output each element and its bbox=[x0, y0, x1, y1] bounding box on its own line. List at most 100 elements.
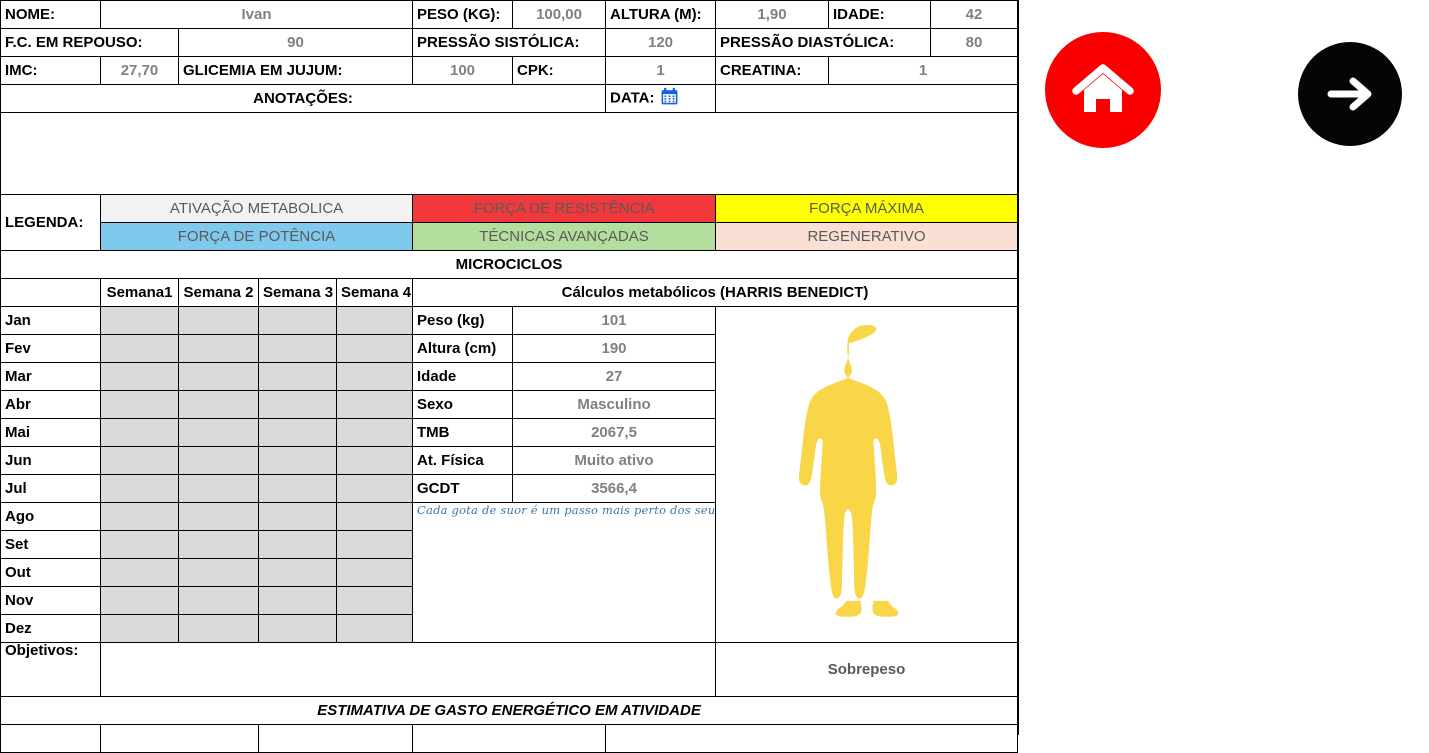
cell-jan-s1[interactable] bbox=[100, 306, 179, 335]
cell-jan-s2[interactable] bbox=[178, 306, 259, 335]
cell-fev-s2[interactable] bbox=[178, 334, 259, 363]
calculos-metabolicos-title: Cálculos metabólicos (HARRIS BENEDICT) bbox=[412, 278, 1019, 307]
cpk-value[interactable]: 1 bbox=[605, 56, 717, 85]
altura-value[interactable]: 1,90 bbox=[715, 0, 830, 29]
table-row: Dez bbox=[0, 614, 1018, 643]
peso-value[interactable]: 100,00 bbox=[512, 0, 607, 29]
cell-ago-s3[interactable] bbox=[258, 502, 337, 531]
cell-out-s2[interactable] bbox=[178, 558, 259, 587]
calc-value-gcdt[interactable]: 3566,4 bbox=[512, 474, 717, 503]
home-button[interactable] bbox=[1045, 32, 1161, 148]
cell-nov-s2[interactable] bbox=[178, 586, 259, 615]
estimativa-col-4[interactable] bbox=[412, 724, 607, 753]
cell-abr-s3[interactable] bbox=[258, 390, 337, 419]
body-silhouette-cell bbox=[715, 306, 1019, 643]
cell-set-s4[interactable] bbox=[335, 530, 414, 559]
estimativa-col-2[interactable] bbox=[100, 724, 259, 753]
cell-abr-s1[interactable] bbox=[100, 390, 179, 419]
data-value[interactable] bbox=[715, 84, 1019, 113]
cell-jul-s2[interactable] bbox=[178, 474, 259, 503]
nome-label: NOME: bbox=[0, 0, 101, 29]
idade-value[interactable]: 42 bbox=[930, 0, 1019, 29]
cell-dez-s4[interactable] bbox=[335, 614, 414, 643]
cell-jun-s2[interactable] bbox=[178, 446, 259, 475]
calc-value-atividade-fisica[interactable]: Muito ativo bbox=[512, 446, 717, 475]
calendar-icon[interactable] bbox=[660, 87, 679, 110]
objetivos-input[interactable] bbox=[99, 642, 717, 697]
calc-value-idade[interactable]: 27 bbox=[512, 362, 717, 391]
cell-mar-s4[interactable] bbox=[335, 362, 414, 391]
cell-dez-s1[interactable] bbox=[100, 614, 179, 643]
glicemia-label: GLICEMIA EM JUJUM: bbox=[177, 56, 414, 85]
pressao-diastolica-value[interactable]: 80 bbox=[930, 28, 1019, 57]
month-set: Set bbox=[0, 530, 101, 559]
estimativa-col-3[interactable] bbox=[257, 724, 414, 753]
cell-set-s3[interactable] bbox=[258, 530, 337, 559]
cell-nov-s3[interactable] bbox=[258, 586, 337, 615]
cell-set-s2[interactable] bbox=[178, 530, 259, 559]
fc-repouso-value[interactable]: 90 bbox=[177, 28, 414, 57]
glicemia-value[interactable]: 100 bbox=[412, 56, 514, 85]
imc-value[interactable]: 27,70 bbox=[100, 56, 179, 85]
cell-mai-s4[interactable] bbox=[335, 418, 414, 447]
legenda-item-forca-potencia[interactable]: FORÇA DE POTÊNCIA bbox=[99, 222, 414, 251]
legenda-item-forca-resistencia[interactable]: FORÇA DE RESISTÊNCIA bbox=[412, 194, 717, 223]
calc-value-altura[interactable]: 190 bbox=[512, 334, 717, 363]
cell-ago-s2[interactable] bbox=[178, 502, 259, 531]
semana-header-3: Semana 3 bbox=[258, 278, 337, 307]
nome-value[interactable]: Ivan bbox=[99, 0, 414, 29]
legenda-item-ativacao-metabolica[interactable]: ATIVAÇÃO METABOLICA bbox=[99, 194, 414, 223]
calc-value-tmb[interactable]: 2067,5 bbox=[512, 418, 717, 447]
pressao-sistolica-value[interactable]: 120 bbox=[605, 28, 717, 57]
legenda-item-tecnicas-avancadas[interactable]: TÉCNICAS AVANÇADAS bbox=[412, 222, 717, 251]
cell-mar-s1[interactable] bbox=[100, 362, 179, 391]
cell-ago-s1[interactable] bbox=[100, 502, 179, 531]
cell-nov-s1[interactable] bbox=[100, 586, 179, 615]
cell-dez-s3[interactable] bbox=[258, 614, 337, 643]
calc-label-altura: Altura (cm) bbox=[412, 334, 514, 363]
cell-jan-s3[interactable] bbox=[258, 306, 337, 335]
cell-fev-s3[interactable] bbox=[258, 334, 337, 363]
cell-jun-s3[interactable] bbox=[258, 446, 337, 475]
arrow-right-icon bbox=[1327, 77, 1372, 111]
body-silhouette-icon bbox=[798, 325, 898, 617]
cell-nov-s4[interactable] bbox=[335, 586, 414, 615]
cell-jul-s4[interactable] bbox=[335, 474, 414, 503]
calc-value-sexo[interactable]: Masculino bbox=[512, 390, 717, 419]
calc-value-peso[interactable]: 101 bbox=[512, 306, 717, 335]
creatina-value[interactable]: 1 bbox=[828, 56, 1019, 85]
cell-out-s3[interactable] bbox=[258, 558, 337, 587]
cell-jun-s4[interactable] bbox=[335, 446, 414, 475]
cell-mar-s2[interactable] bbox=[178, 362, 259, 391]
legenda-label: LEGENDA: bbox=[0, 194, 101, 251]
cell-jun-s1[interactable] bbox=[100, 446, 179, 475]
row-semanas-header: Semana1 Semana 2 Semana 3 Semana 4 Cálcu… bbox=[0, 278, 1019, 307]
cell-out-s1[interactable] bbox=[100, 558, 179, 587]
anotacoes-textarea[interactable] bbox=[0, 112, 1019, 195]
cell-jan-s4[interactable] bbox=[335, 306, 414, 335]
cell-fev-s4[interactable] bbox=[335, 334, 414, 363]
cell-mai-s1[interactable] bbox=[100, 418, 179, 447]
cell-mai-s3[interactable] bbox=[258, 418, 337, 447]
cell-abr-s4[interactable] bbox=[335, 390, 414, 419]
cell-fev-s1[interactable] bbox=[100, 334, 179, 363]
month-jan: Jan bbox=[0, 306, 101, 335]
cell-ago-s4[interactable] bbox=[335, 502, 414, 531]
cell-mai-s2[interactable] bbox=[178, 418, 259, 447]
legenda-item-forca-maxima[interactable]: FORÇA MÁXIMA bbox=[715, 194, 1019, 223]
cell-set-s1[interactable] bbox=[100, 530, 179, 559]
estimativa-col-5[interactable] bbox=[605, 724, 1019, 753]
cell-abr-s2[interactable] bbox=[178, 390, 259, 419]
cell-jul-s1[interactable] bbox=[100, 474, 179, 503]
estimativa-col-1[interactable] bbox=[0, 724, 101, 753]
row-microciclos-title: MICROCICLOS bbox=[0, 250, 1019, 279]
cell-dez-s2[interactable] bbox=[178, 614, 259, 643]
cell-out-s4[interactable] bbox=[335, 558, 414, 587]
cell-mar-s3[interactable] bbox=[258, 362, 337, 391]
cell-jul-s3[interactable] bbox=[258, 474, 337, 503]
next-button[interactable] bbox=[1298, 42, 1402, 146]
legenda-item-regenerativo[interactable]: REGENERATIVO bbox=[715, 222, 1019, 251]
peso-label: PESO (KG): bbox=[412, 0, 514, 29]
month-fev: Fev bbox=[0, 334, 101, 363]
